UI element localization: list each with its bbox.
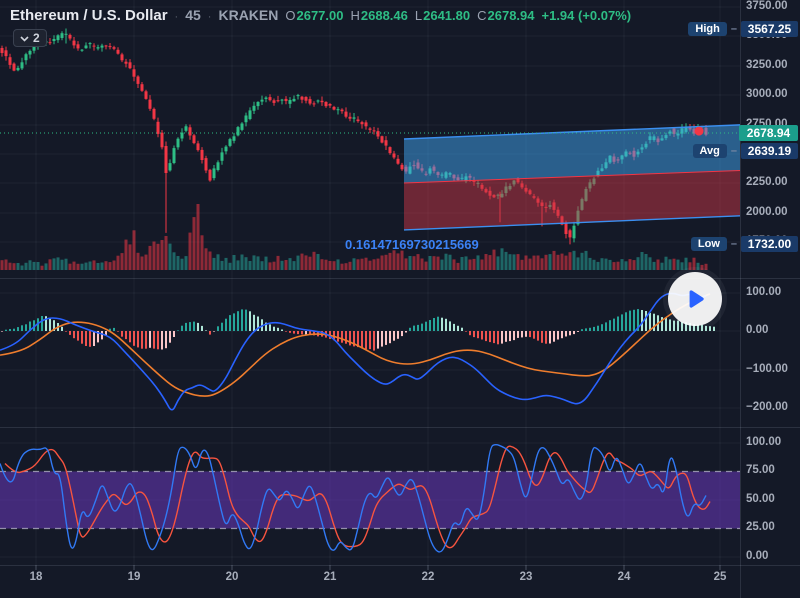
low-value: L 2641.80 [414, 8, 471, 23]
low-chip: Low [690, 237, 727, 251]
stoch-tick-label: 50.00 [746, 493, 775, 505]
symbol-legend[interactable]: Ethereum / U.S. Dollar · 45 · KRAKEN O 26… [10, 7, 631, 24]
avg-axis-value: 2639.19 [741, 143, 798, 159]
badge-dash: – [730, 145, 737, 157]
exchange-label[interactable]: KRAKEN [218, 7, 279, 23]
price-tick-label: 2000.00 [746, 206, 788, 218]
stoch-tick-label: 75.00 [746, 464, 775, 476]
avg-chip: Avg [692, 144, 727, 158]
low-badge-row: Low – 1732.00 [690, 236, 798, 252]
play-icon [689, 290, 704, 308]
time-tick-label: 22 [421, 571, 435, 583]
hidden-indicator-count: 2 [33, 31, 40, 45]
time-tick-label: 18 [29, 571, 43, 583]
macd-tick-label: −200.00 [746, 401, 788, 413]
price-tick-label: 3750.00 [746, 0, 788, 12]
high-chip: High [688, 22, 727, 36]
time-tick-label: 21 [323, 571, 337, 583]
open-value: O 2677.00 [285, 8, 344, 23]
time-tick-label: 25 [713, 571, 727, 583]
stoch-tick-label: 25.00 [746, 521, 775, 533]
last-price-badge: 2678.94 [739, 125, 798, 141]
badge-dash: – [730, 238, 737, 250]
high-axis-value: 3567.25 [741, 21, 798, 37]
chevron-down-icon [20, 31, 29, 45]
price-tick-label: 3000.00 [746, 88, 788, 100]
price-tick-label: 3250.00 [746, 59, 788, 71]
stoch-tick-label: 100.00 [746, 436, 782, 448]
time-tick-label: 24 [617, 571, 631, 583]
legend-collapse-button[interactable]: 2 [13, 29, 47, 47]
time-tick-label: 19 [127, 571, 141, 583]
interval-label[interactable]: 45 [185, 7, 201, 23]
badge-dash: – [730, 23, 737, 35]
time-tick-label: 20 [225, 571, 239, 583]
legend-separator: · [207, 11, 212, 23]
macd-tick-label: −100.00 [746, 363, 788, 375]
legend-separator: · [174, 11, 179, 23]
price-tick-label: 2250.00 [746, 176, 788, 188]
macd-tick-label: 100.00 [746, 286, 782, 298]
low-axis-value: 1732.00 [741, 236, 798, 252]
macd-tick-label: 0.00 [746, 324, 769, 336]
time-tick-label: 23 [519, 571, 533, 583]
close-value: C 2678.94 [477, 8, 535, 23]
change-value: +1.94 (+0.07%) [541, 8, 632, 23]
regression-pearson-value: 0.16147169730215669 [345, 237, 479, 252]
replay-play-button[interactable] [668, 272, 722, 326]
symbol-name[interactable]: Ethereum / U.S. Dollar [10, 7, 168, 24]
avg-badge-row: Avg – 2639.19 [692, 143, 798, 159]
stoch-tick-label: 0.00 [746, 550, 769, 562]
high-value: H 2688.46 [350, 8, 408, 23]
high-badge-row: High – 3567.25 [688, 21, 798, 37]
